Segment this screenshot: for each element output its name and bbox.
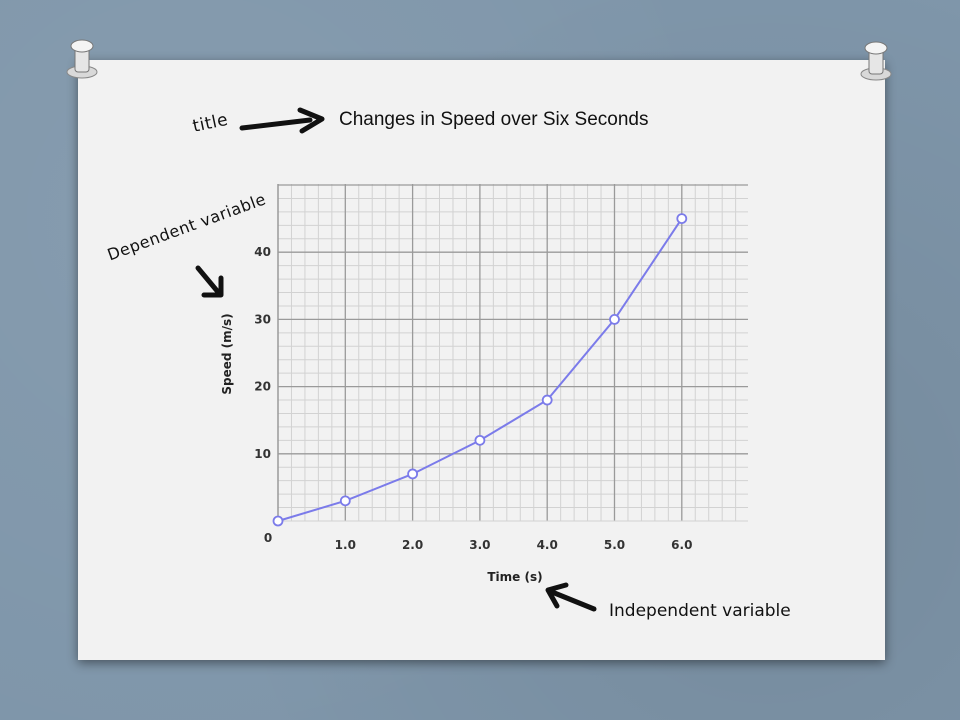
data-point [407, 468, 419, 480]
series-layer [272, 213, 688, 527]
dependent-variable-arrow-icon [195, 265, 224, 298]
x-tick-label: 3.0 [469, 538, 490, 552]
data-point [676, 213, 688, 225]
x-axis-title: Time (s) [487, 570, 542, 584]
data-point [609, 313, 620, 325]
data-point [541, 394, 553, 406]
x-tick-label: 2.0 [402, 538, 423, 552]
pushpin-icon [66, 39, 98, 79]
title-arrow-icon [239, 107, 325, 134]
data-point [474, 434, 486, 446]
x-tick-label: 5.0 [604, 538, 625, 552]
y-axis-title: Speed (m/s) [220, 313, 234, 394]
x-tick-label: 1.0 [335, 538, 356, 552]
data-point [272, 515, 284, 527]
chart-title: Changes in Speed over Six Seconds [339, 109, 649, 130]
grid [277, 184, 748, 522]
y-tick-label: 40 [254, 245, 271, 259]
y-tick-label: 20 [254, 380, 271, 394]
data-point [339, 495, 351, 507]
x-tick-label: 0 [264, 531, 272, 545]
pushpin-icon [860, 41, 892, 81]
independent-variable-annotation-label: Independent variable [609, 601, 791, 621]
independent-variable-arrow-icon [545, 582, 597, 612]
tick-labels: 0 1.0 2.0 3.0 4.0 5.0 6.0 10 20 30 40 [254, 245, 692, 552]
x-tick-label: 6.0 [671, 538, 692, 552]
x-tick-label: 4.0 [537, 538, 558, 552]
y-tick-label: 30 [254, 312, 271, 326]
y-tick-label: 10 [254, 447, 271, 461]
